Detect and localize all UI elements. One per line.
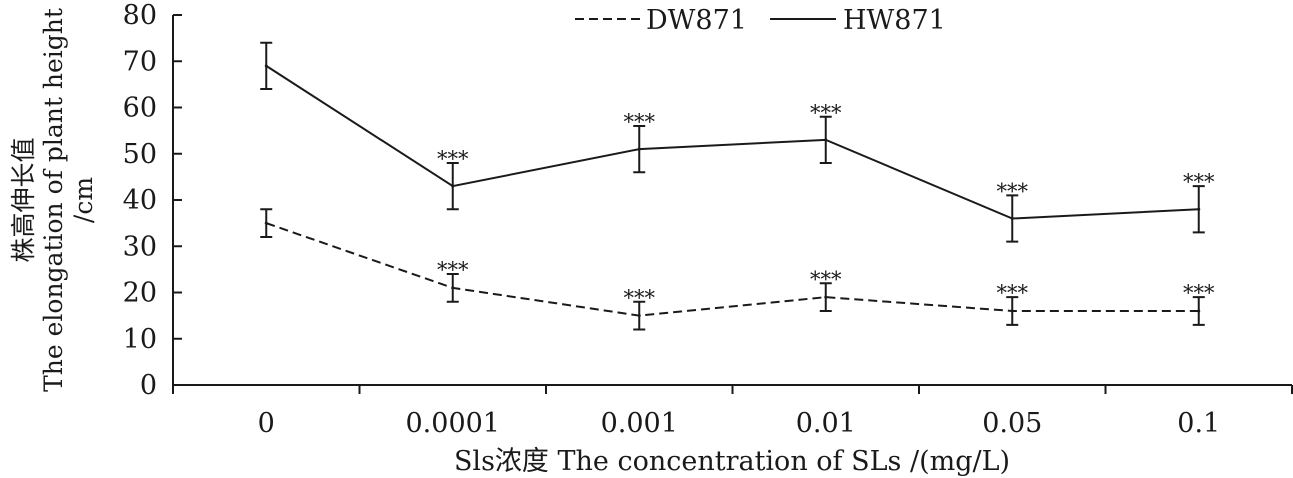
y-tick-label-2: 20 [123, 278, 157, 309]
data-point-1-5 [1197, 207, 1201, 211]
significance-label-1-4: *** [997, 179, 1029, 203]
x-tick-label-2: 0.001 [601, 408, 678, 439]
data-point-0-4 [1010, 309, 1014, 313]
y-tick-label-5: 50 [123, 139, 157, 170]
significance-label-0-1: *** [437, 258, 469, 282]
y-tick-label-1: 10 [123, 324, 157, 355]
significance-label-0-3: *** [810, 267, 842, 291]
significance-label-1-1: *** [437, 147, 469, 171]
y-axis-title-line-2: /cm [69, 177, 98, 223]
series-line-1 [265, 65, 1199, 220]
series-0: *** *** *** *** *** [260, 208, 1215, 331]
data-point-0-3 [824, 295, 828, 299]
legend: DW871 HW871 [575, 5, 946, 36]
data-point-1-3 [824, 138, 828, 142]
x-tick-label-5: 0.1 [1177, 408, 1220, 439]
axes: 0 10 20 30 40 50 60 70 80 0 0.0001 0.001 0.01 0.05 0.1… [9, 0, 1293, 439]
y-tick-label-4: 40 [123, 185, 157, 216]
data-point-0-1 [451, 286, 455, 290]
series-line-0 [265, 222, 1199, 317]
x-tick-label-0: 0 [258, 408, 275, 439]
data-point-1-0 [264, 64, 268, 68]
significance-label-0-4: *** [997, 281, 1029, 305]
significance-label-1-3: *** [810, 101, 842, 125]
data-point-0-0 [264, 221, 268, 225]
significance-label-0-5: *** [1183, 281, 1215, 305]
significance-label-0-2: *** [624, 286, 656, 310]
x-axis-title: Sls浓度 The concentration of SLs /(mg/L) [454, 446, 1010, 477]
data-point-1-1 [451, 184, 455, 188]
y-tick-label-7: 70 [123, 46, 157, 77]
x-tick-label-1: 0.0001 [406, 408, 500, 439]
data-point-0-2 [637, 314, 641, 318]
series-layer: *** *** *** *** *** *** *** *** *** *** [260, 41, 1215, 331]
data-point-0-5 [1197, 309, 1201, 313]
data-point-1-2 [637, 147, 641, 151]
y-tick-label-6: 60 [123, 93, 157, 124]
y-tick-label-0: 0 [140, 370, 157, 401]
x-tick-label-3: 0.01 [796, 408, 856, 439]
significance-label-1-5: *** [1183, 170, 1215, 194]
y-axis-title-line-0: 株高伸长值 [9, 137, 38, 262]
series-1: *** *** *** *** *** [260, 41, 1215, 243]
y-tick-label-8: 80 [123, 0, 157, 31]
legend-label-0: DW871 [646, 5, 747, 36]
y-tick-label-3: 30 [123, 231, 157, 262]
significance-label-1-2: *** [624, 110, 656, 134]
x-tick-label-4: 0.05 [982, 408, 1042, 439]
data-point-1-4 [1010, 217, 1014, 220]
legend-label-1: HW871 [843, 5, 946, 36]
y-axis-title-line-1: The elongation of plant height [39, 8, 68, 392]
